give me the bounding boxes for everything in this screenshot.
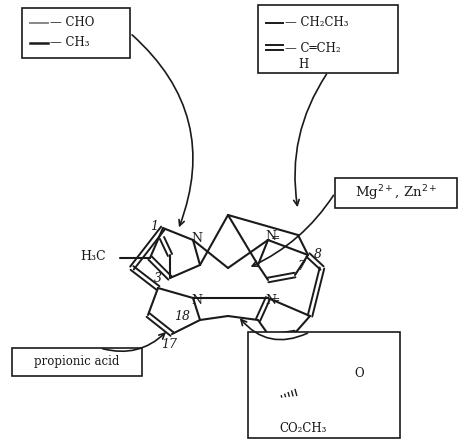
Text: 1: 1 xyxy=(150,219,158,232)
Text: N: N xyxy=(265,230,276,243)
Text: CH₃: CH₃ xyxy=(323,344,348,356)
Text: 3: 3 xyxy=(154,271,162,284)
Text: =: = xyxy=(271,233,281,243)
Text: — CH₃: — CH₃ xyxy=(50,36,90,49)
Text: 8: 8 xyxy=(314,248,322,262)
Text: O: O xyxy=(354,367,364,380)
Text: 18: 18 xyxy=(174,311,190,324)
Text: — CHO: — CHO xyxy=(50,16,94,29)
Text: N: N xyxy=(265,295,276,307)
Text: propionic acid: propionic acid xyxy=(34,356,120,368)
Text: 7: 7 xyxy=(297,260,305,274)
Text: H: H xyxy=(298,57,308,70)
FancyBboxPatch shape xyxy=(258,5,398,73)
Text: CO₂CH₃: CO₂CH₃ xyxy=(279,421,327,434)
Text: — CH₂CH₃: — CH₂CH₃ xyxy=(285,16,348,29)
Text: N: N xyxy=(191,294,202,307)
Text: =: = xyxy=(271,295,281,305)
Text: 17: 17 xyxy=(161,337,177,351)
Text: Mg$^{2+}$, Zn$^{2+}$: Mg$^{2+}$, Zn$^{2+}$ xyxy=(355,183,438,203)
FancyBboxPatch shape xyxy=(248,332,400,438)
Text: — C═CH₂: — C═CH₂ xyxy=(285,41,341,54)
FancyBboxPatch shape xyxy=(335,178,457,208)
Text: N: N xyxy=(191,231,202,244)
FancyBboxPatch shape xyxy=(12,348,142,376)
FancyBboxPatch shape xyxy=(22,8,130,58)
Text: H₃C: H₃C xyxy=(81,250,106,263)
